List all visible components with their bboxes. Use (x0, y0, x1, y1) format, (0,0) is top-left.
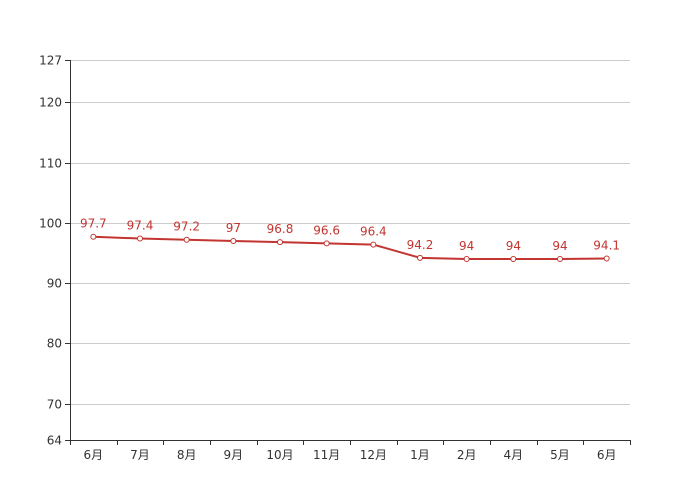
series-line (92, 235, 608, 261)
data-point (323, 240, 330, 247)
y-tick-label: 120 (39, 96, 62, 110)
x-tick-label: 2月 (457, 448, 477, 462)
y-tick-label: 80 (47, 337, 62, 351)
data-point (230, 237, 237, 244)
x-tick-label: 8月 (177, 448, 197, 462)
x-tick-label: 11月 (313, 448, 340, 462)
data-point (183, 236, 190, 243)
x-tick-label: 9月 (224, 448, 244, 462)
data-label: 96.4 (360, 225, 387, 239)
data-point (603, 255, 610, 262)
data-label: 94 (506, 239, 521, 253)
data-label: 94.2 (407, 238, 434, 252)
data-label: 97 (226, 221, 241, 235)
y-tick-label: 90 (47, 277, 62, 291)
data-point (370, 241, 377, 248)
data-point (277, 239, 283, 246)
data-label: 94 (459, 239, 474, 253)
y-tick-label: 70 (47, 398, 62, 412)
x-tick-label: 10月 (266, 448, 293, 462)
data-label: 96.6 (313, 223, 340, 237)
x-tick-label: 5月 (550, 448, 570, 462)
y-tick-label: 100 (39, 217, 62, 231)
data-point (417, 254, 423, 261)
data-point (137, 235, 143, 242)
x-tick-label: 7月 (130, 448, 150, 462)
y-tick-label: 110 (39, 157, 62, 171)
x-tick-label: 6月 (597, 448, 617, 462)
x-tick-label: 12月 (360, 448, 387, 462)
data-label: 97.4 (127, 219, 154, 233)
x-tick-label: 1月 (410, 448, 430, 462)
data-label: 96.8 (267, 222, 294, 236)
data-label: 94 (552, 239, 567, 253)
data-label: 97.2 (173, 220, 200, 234)
data-point (90, 233, 97, 240)
y-tick-label: 64 (47, 434, 62, 448)
data-label: 94.1 (593, 238, 620, 252)
x-tick-label: 4月 (504, 448, 524, 462)
data-point (510, 256, 517, 263)
data-point (463, 256, 470, 263)
y-tick-label: 127 (39, 54, 62, 68)
data-label: 97.7 (80, 217, 107, 231)
x-tick-label: 6月 (84, 448, 104, 462)
data-point (557, 256, 563, 263)
